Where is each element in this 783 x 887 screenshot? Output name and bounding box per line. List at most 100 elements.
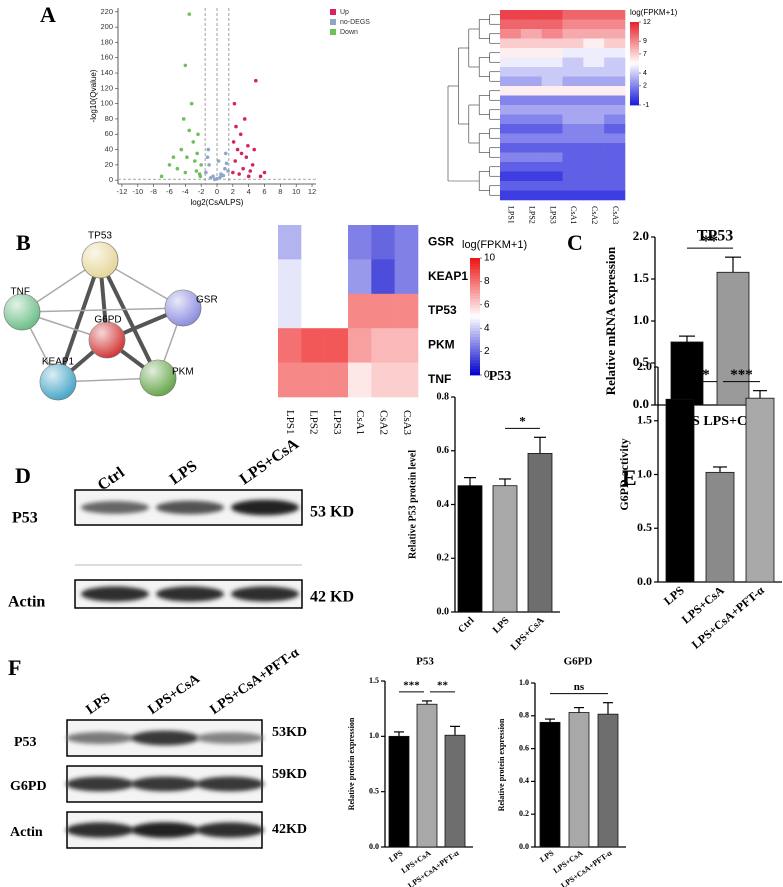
colorbar-tick-label: 2 (484, 346, 490, 357)
point (254, 78, 258, 83)
heatmap-cell (278, 362, 302, 398)
heatmap-cell (301, 328, 325, 363)
y-tick-label: 0.4 (437, 499, 450, 510)
heatmap-cell (371, 259, 395, 295)
y-axis-label: G6PD activity (617, 438, 631, 510)
colorbar (470, 325, 480, 329)
heatmap-cell (583, 124, 605, 134)
blot-band (231, 586, 299, 602)
colorbar (470, 331, 480, 335)
lane-label: LPS+CsA (146, 671, 204, 718)
heatmap-cell (500, 124, 522, 134)
point (226, 169, 230, 173)
heatmap-cell (541, 95, 563, 106)
colorbar-tick-label: 9 (643, 38, 647, 45)
colorbar-tick-label: 0 (484, 370, 490, 381)
point (183, 63, 188, 68)
blot-size-label: 53 KD (310, 504, 354, 521)
heatmap-cell (301, 225, 325, 260)
heatmap-cell (500, 19, 522, 30)
heatmap-cell (394, 362, 419, 398)
point (198, 174, 203, 179)
point (223, 151, 228, 156)
heatmap-cell (562, 86, 584, 96)
colorbar (470, 339, 480, 344)
colorbar (630, 78, 639, 81)
y-tick-label: 80 (105, 114, 113, 123)
bar (492, 485, 518, 613)
heatmap-cell (604, 124, 626, 134)
colorbar (470, 290, 480, 294)
colorbar (630, 82, 639, 85)
heatmap-cell (541, 19, 563, 30)
heatmap-cell (562, 162, 584, 172)
blot-row-label: P53 (12, 510, 38, 527)
legend-label: Up (340, 9, 349, 16)
heatmap-cell (394, 225, 419, 260)
heatmap-cell (562, 152, 584, 163)
y-axis-label: Relative protein expression (347, 717, 356, 810)
y-tick-label: 0.8 (519, 711, 529, 720)
colorbar (470, 354, 480, 358)
legend-label: no-DEGS (340, 19, 370, 26)
blot-band (231, 499, 299, 516)
heatmap-cell (604, 171, 626, 182)
heatmap-cell (541, 29, 563, 39)
colorbar-tick-label: 12 (643, 19, 651, 26)
y-tick-label: 20 (105, 160, 113, 169)
colorbar-label: log(FPKM+1) (630, 8, 678, 17)
colorbar (470, 369, 480, 373)
point (196, 132, 200, 137)
colorbar (630, 53, 639, 56)
x-tick-label: LPS+CsA (509, 615, 547, 653)
column-label: CsA1 (354, 410, 366, 435)
point (224, 161, 229, 166)
colorbar (470, 284, 480, 288)
colorbar-label: log(FPKM+1) (462, 239, 527, 251)
heatmap-cell (301, 259, 325, 295)
panel-label: D (15, 463, 31, 488)
point (194, 169, 199, 173)
heatmap-cell (583, 152, 605, 163)
network-edge (98, 259, 160, 379)
point (246, 143, 250, 148)
point (159, 174, 164, 179)
heatmap-cell (604, 76, 626, 87)
bar (416, 703, 438, 848)
heatmap-cell (541, 67, 563, 77)
y-tick-label: 0.5 (369, 786, 379, 795)
y-tick-label: 0.6 (437, 445, 450, 456)
colorbar (470, 278, 480, 282)
x-tick-label: -6 (166, 187, 173, 196)
heatmap-cell (278, 259, 302, 295)
heatmap-cell (604, 19, 626, 30)
x-axis-label: log2(CsA/LPS) (191, 198, 244, 207)
point (239, 151, 244, 156)
heatmap-cell (562, 124, 584, 134)
heatmap-cell (278, 328, 302, 363)
y-tick-label: 1.5 (369, 676, 379, 685)
x-tick-label: 8 (278, 187, 282, 196)
y-tick-label: 0.2 (519, 809, 529, 818)
colorbar (630, 22, 639, 25)
lane-label: LPS (167, 457, 201, 488)
heatmap-cell (520, 181, 542, 191)
y-tick-label: 1.0 (637, 466, 652, 480)
colorbar (470, 269, 480, 274)
node-shine (165, 290, 201, 326)
chart-title: G6PD (564, 656, 593, 668)
point (262, 170, 267, 175)
blot-band (156, 500, 224, 515)
blot-row-label: Actin (10, 825, 43, 840)
heatmap-cell (604, 162, 626, 172)
colorbar (470, 351, 480, 355)
node-shine (4, 294, 40, 330)
heatmap-cell (541, 152, 563, 163)
x-tick-label: 2 (231, 187, 235, 196)
colorbar (470, 328, 480, 332)
network-edge (56, 259, 102, 383)
colorbar (470, 348, 480, 352)
heatmap-cell (604, 48, 626, 58)
colorbar (630, 75, 639, 79)
x-tick-label: 10 (292, 187, 300, 196)
